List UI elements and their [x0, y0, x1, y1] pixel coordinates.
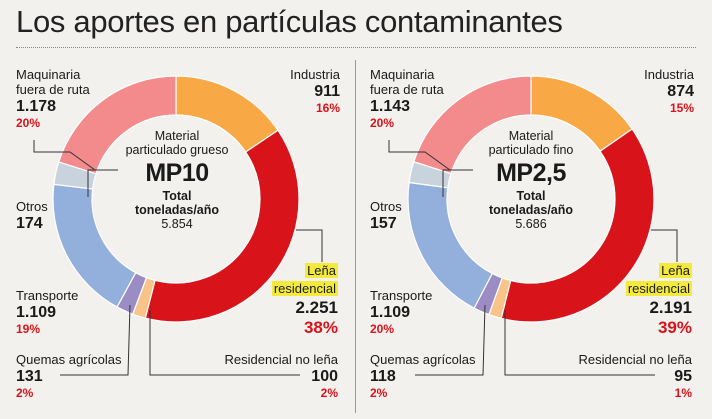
label-industria-percent: 16% [315, 101, 340, 115]
label-industria-percent: 15% [669, 101, 694, 115]
page-title: Los aportes en partículas contaminantes [16, 4, 563, 39]
label-lena-percent: 38% [303, 318, 338, 337]
label-lena-percent: 39% [657, 318, 692, 337]
label-quemas: Quemas agrícolas 131 2% [16, 352, 122, 401]
label-quemas-value: 131 [16, 368, 43, 385]
label-otros: Otros 174 [16, 199, 48, 233]
label-quemas: Quemas agrícolas 118 2% [370, 352, 476, 401]
label-quemas-name: Quemas agrícolas [370, 352, 476, 367]
label-lena-value: 2.191 [649, 298, 692, 317]
label-residencial-percent: 2% [320, 386, 338, 400]
pollutant-name: MP2,5 [496, 159, 566, 187]
total-value: 5.854 [161, 217, 193, 231]
label-industria-name: Industria [290, 67, 340, 82]
leader-line [442, 169, 473, 197]
label-transporte-name: Transporte [16, 288, 79, 303]
label-otros-name: Otros [16, 199, 48, 214]
leader-line [60, 304, 131, 376]
center-subtitle: particulado grueso [125, 143, 229, 157]
label-residencial-percent: 1% [674, 386, 692, 400]
donut-slice-maquinaria [413, 75, 532, 175]
label-maquinaria-percent: 20% [370, 116, 395, 130]
leader-line [33, 140, 96, 171]
label-maquinaria-percent: 20% [16, 116, 41, 130]
label-residencial-value: 100 [311, 368, 338, 385]
label-lena: Leña residencial 2.191 39% [625, 262, 692, 338]
mp25-panel: Material particulado fino MP2,5 Total to… [356, 0, 712, 419]
label-transporte: Transporte 1.109 19% [16, 288, 78, 337]
label-transporte-name: Transporte [370, 288, 433, 303]
mp25-donut-chart [388, 75, 678, 376]
leader-line [388, 140, 451, 171]
leader-line [651, 229, 678, 262]
mp10-center-label: Material particulado grueso MP10 Total t… [102, 129, 252, 232]
leader-line [504, 310, 655, 376]
panel-divider [355, 60, 356, 413]
label-maquinaria-value: 1.178 [16, 98, 57, 115]
label-transporte: Transporte 1.109 20% [370, 288, 432, 337]
label-lena-line2: residencial [271, 281, 338, 296]
label-transporte-value: 1.109 [16, 304, 57, 321]
label-maquinaria-line1: Maquinaria [16, 67, 81, 82]
label-industria: Industria 874 15% [644, 67, 694, 116]
center-subtitle: particulado fino [488, 143, 574, 157]
label-lena: Leña residencial 2.251 38% [271, 262, 338, 338]
donut-slice-maquinaria [57, 75, 177, 175]
donut-slice-lena [144, 129, 300, 323]
label-lena-line1: Leña [659, 263, 692, 278]
label-maquinaria-line2: fuera de ruta [370, 82, 444, 97]
label-residencial: Residencial no leña 100 2% [225, 352, 338, 401]
total-line2: toneladas/año [488, 203, 574, 217]
label-industria-name: Industria [644, 67, 694, 82]
donut-slice-lena [500, 128, 655, 323]
label-otros-value: 174 [16, 215, 43, 232]
label-industria: Industria 911 16% [290, 67, 340, 116]
leader-line [149, 310, 300, 376]
center-line1: Material [508, 129, 554, 143]
center-line1: Material [154, 129, 200, 143]
label-transporte-percent: 20% [370, 322, 395, 336]
label-industria-value: 911 [314, 83, 340, 100]
label-transporte-percent: 19% [16, 322, 41, 336]
leader-line [415, 304, 486, 376]
label-residencial: Residencial no leña 95 1% [579, 352, 692, 401]
label-otros: Otros 157 [370, 199, 402, 233]
label-maquinaria: Maquinaria fuera de ruta 1.143 20% [370, 67, 444, 131]
label-maquinaria: Maquinaria fuera de ruta 1.178 20% [16, 67, 90, 131]
label-lena-line1: Leña [305, 263, 338, 278]
label-residencial-name: Residencial no leña [578, 352, 692, 367]
mp10-donut-chart [33, 75, 323, 376]
total-value: 5.686 [515, 217, 547, 231]
label-maquinaria-line1: Maquinaria [370, 67, 435, 82]
label-quemas-value: 118 [370, 368, 396, 385]
leader-line [296, 229, 323, 262]
label-quemas-name: Quemas agrícolas [16, 352, 122, 367]
pollutant-name: MP10 [145, 159, 209, 187]
mp10-panel: Material particulado grueso MP10 Total t… [16, 67, 340, 401]
leader-line [87, 169, 118, 197]
label-quemas-percent: 2% [16, 386, 34, 400]
label-industria-value: 874 [667, 83, 694, 100]
total-line2: toneladas/año [134, 203, 220, 217]
label-maquinaria-value: 1.143 [370, 98, 411, 115]
label-lena-value: 2.251 [295, 298, 338, 317]
label-transporte-value: 1.109 [370, 304, 411, 321]
total-line1: Total [162, 189, 192, 203]
label-residencial-value: 95 [674, 368, 692, 385]
label-otros-value: 157 [370, 215, 397, 232]
label-quemas-percent: 2% [370, 386, 388, 400]
title-divider [16, 47, 696, 48]
label-lena-line2: residencial [625, 281, 692, 296]
label-maquinaria-line2: fuera de ruta [16, 82, 90, 97]
total-line1: Total [516, 189, 546, 203]
mp25-center-label: Material particulado fino MP2,5 Total to… [456, 129, 606, 232]
label-otros-name: Otros [370, 199, 402, 214]
label-residencial-name: Residencial no leña [224, 352, 338, 367]
